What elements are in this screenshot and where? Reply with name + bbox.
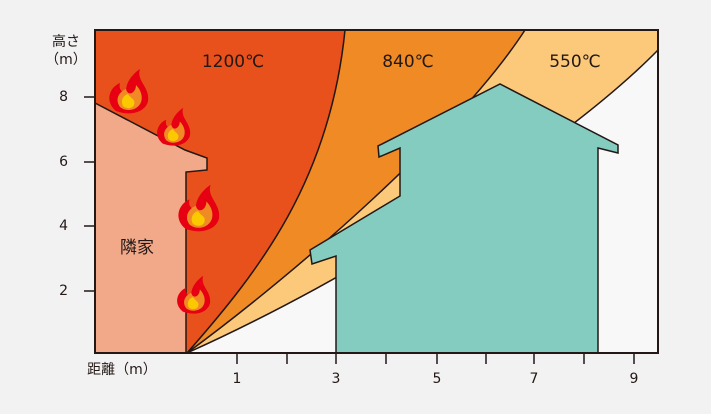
- x-tick-label: 7: [530, 371, 539, 387]
- zone-label: 550℃: [549, 52, 601, 72]
- zone-label: 1200℃: [202, 52, 264, 72]
- zone-label: 840℃: [382, 52, 434, 72]
- neighbor-label: 隣家: [120, 238, 154, 258]
- x-tick-label: 9: [630, 371, 639, 387]
- plot-frame: [94, 29, 659, 354]
- y-tick-label: 2: [59, 283, 68, 299]
- y-tick-label: 8: [59, 89, 68, 105]
- x-tick-label: 3: [332, 371, 341, 387]
- flame: [177, 275, 211, 314]
- y-axis-unit: （m）: [45, 52, 87, 68]
- x-tick-label: 1: [233, 371, 242, 387]
- y-axis-title: 高さ: [52, 33, 80, 50]
- flame: [157, 107, 191, 146]
- y-tick-label: 6: [59, 154, 68, 170]
- house: [309, 83, 619, 354]
- flame: [109, 69, 149, 114]
- flame: [178, 184, 220, 232]
- ticks: [84, 96, 635, 364]
- y-tick-label: 4: [59, 218, 68, 234]
- x-axis-title: 距離（m）: [87, 361, 157, 378]
- x-tick-label: 5: [433, 371, 442, 387]
- flames: [109, 69, 220, 314]
